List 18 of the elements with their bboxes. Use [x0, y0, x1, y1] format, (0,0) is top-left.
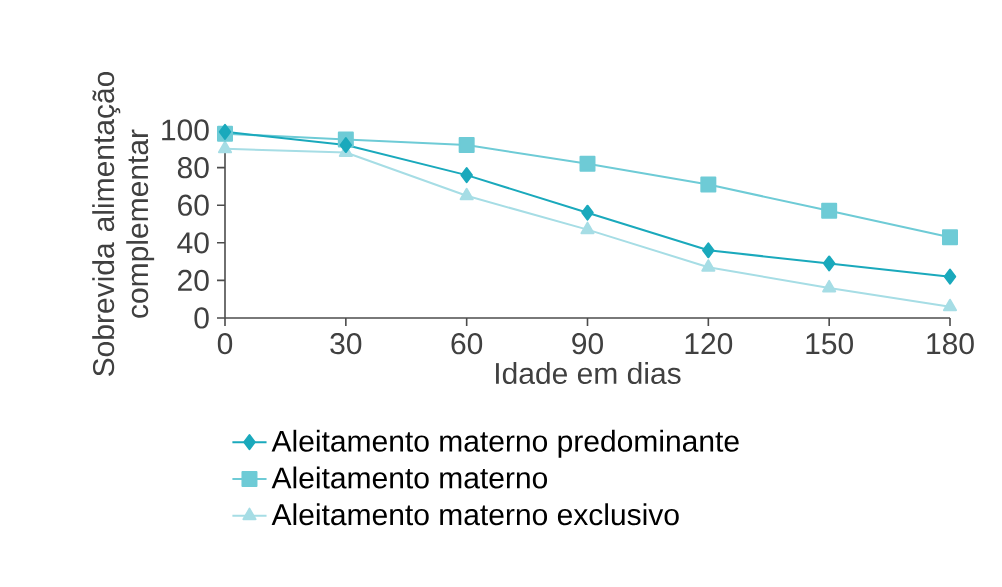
legend-label: Aleitamento materno predominante	[271, 429, 739, 458]
legend-label: Aleitamento materno	[271, 466, 548, 489]
x-tick-label: 60	[451, 333, 483, 355]
legend-label: Aleitamento materno exclusivo	[271, 503, 679, 526]
y-tick-label: 60	[178, 194, 209, 216]
x-axis-title: Idade em dias	[496, 362, 681, 385]
y-axis-title: Sobrevida alimentação complementar	[92, 71, 155, 377]
y-tick-label: 0	[194, 307, 209, 329]
x-tick-label: 30	[330, 333, 362, 355]
y-tick-label: 80	[177, 156, 209, 179]
x-tick-label: 90	[572, 333, 603, 355]
x-tick-label: 120	[685, 333, 733, 355]
x-tick-label: 0	[217, 333, 233, 355]
x-tick-label: 150	[806, 333, 853, 355]
y-tick-label: 20	[178, 269, 209, 291]
y-tick-label: 40	[177, 232, 209, 254]
y-tick-label: 100	[162, 119, 209, 141]
x-tick-label: 180	[927, 333, 974, 355]
